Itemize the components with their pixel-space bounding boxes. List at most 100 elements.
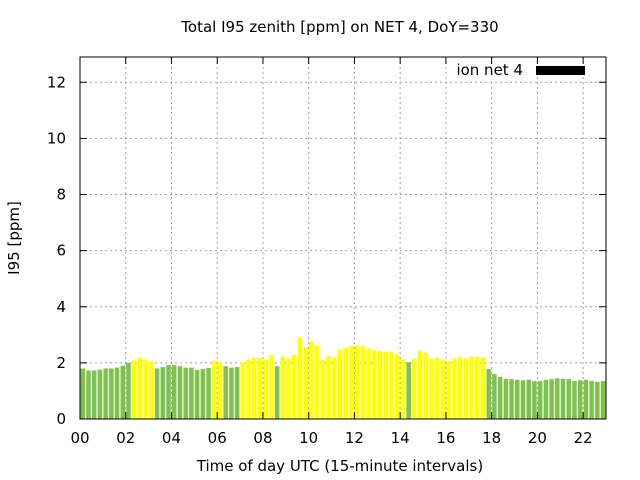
y-tick-label: 8	[56, 186, 66, 204]
bar	[560, 378, 566, 419]
x-axis-label: Time of day UTC (15-minute intervals)	[196, 457, 483, 475]
bar	[366, 348, 371, 419]
bar	[429, 358, 434, 419]
bar	[469, 356, 474, 419]
bar	[383, 351, 389, 419]
bar	[503, 378, 509, 419]
bar	[475, 356, 480, 419]
bar	[497, 376, 503, 419]
bar	[97, 369, 103, 419]
bar	[492, 374, 497, 419]
x-tick-label: 02	[116, 429, 135, 447]
bar	[183, 367, 188, 419]
axis-ticks	[79, 57, 606, 420]
bar	[217, 362, 223, 419]
bar	[120, 365, 126, 419]
bar	[109, 368, 114, 419]
bar	[446, 361, 451, 419]
bar	[595, 381, 600, 419]
bar	[86, 370, 91, 419]
bar	[200, 369, 206, 419]
x-tick-label: 04	[162, 429, 181, 447]
bar	[212, 360, 217, 419]
y-tick-label: 0	[56, 410, 66, 428]
bar	[263, 359, 268, 419]
bar	[423, 353, 429, 419]
bar	[509, 379, 514, 419]
x-tick-label: 08	[253, 429, 272, 447]
x-tick-label: 10	[299, 429, 318, 447]
bar	[269, 355, 274, 419]
x-tick-label: 18	[482, 429, 501, 447]
x-tick-label: 12	[345, 429, 364, 447]
bar	[143, 359, 148, 419]
x-tick-label: 16	[436, 429, 455, 447]
bar	[154, 368, 160, 419]
bar	[337, 349, 343, 419]
bars	[80, 337, 606, 419]
y-tick-label: 6	[56, 242, 66, 260]
bar	[177, 366, 183, 419]
bar	[126, 362, 131, 419]
x-tick-label: 22	[574, 429, 593, 447]
y-tick-label: 10	[47, 129, 66, 147]
bar	[103, 368, 108, 419]
bar	[252, 357, 257, 419]
bar	[160, 367, 166, 419]
bar	[452, 358, 457, 419]
bar	[114, 367, 120, 419]
bar	[343, 347, 349, 419]
bar	[314, 345, 320, 419]
bar	[286, 358, 291, 419]
bar	[440, 360, 446, 419]
bar	[166, 365, 171, 419]
bar	[583, 379, 589, 419]
bar	[297, 337, 303, 419]
bar	[280, 356, 286, 419]
bar	[537, 381, 543, 419]
bar	[406, 362, 411, 419]
bar	[417, 351, 423, 419]
grid	[80, 57, 606, 419]
bar	[463, 358, 469, 419]
x-tick-label: 00	[70, 429, 89, 447]
bar	[377, 351, 383, 419]
y-axis-label: I95 [ppm]	[5, 201, 23, 275]
bar	[360, 346, 366, 419]
bar	[303, 347, 308, 419]
bar	[434, 357, 440, 419]
legend-label: ion net 4	[456, 61, 523, 79]
bar	[555, 378, 560, 419]
bar	[194, 369, 200, 419]
bar	[240, 362, 246, 419]
bar	[400, 359, 406, 419]
bar	[137, 357, 143, 419]
y-tick-label: 4	[56, 298, 66, 316]
x-tick-label: 14	[391, 429, 410, 447]
bar	[223, 366, 228, 419]
x-tick-label: 06	[208, 429, 227, 447]
bar	[171, 365, 177, 419]
bar	[234, 367, 240, 419]
y-tick-labels: 0 2 4 6 8 10 12	[47, 73, 66, 428]
bar	[274, 366, 280, 419]
bar	[515, 379, 520, 419]
bar	[332, 357, 337, 419]
plot-frame	[79, 56, 607, 420]
bar	[389, 351, 394, 419]
y-tick-label: 2	[56, 354, 66, 372]
bar	[354, 345, 360, 419]
bar	[131, 360, 137, 419]
legend: ion net 4	[456, 61, 585, 79]
bar	[480, 357, 486, 419]
bar	[326, 355, 331, 419]
bar	[292, 355, 297, 419]
bar	[526, 379, 531, 419]
bar	[412, 358, 417, 419]
bar	[91, 370, 97, 419]
bar	[149, 361, 154, 419]
bar	[320, 360, 326, 419]
bar	[566, 379, 571, 419]
bar	[532, 381, 537, 419]
bar	[257, 357, 263, 419]
